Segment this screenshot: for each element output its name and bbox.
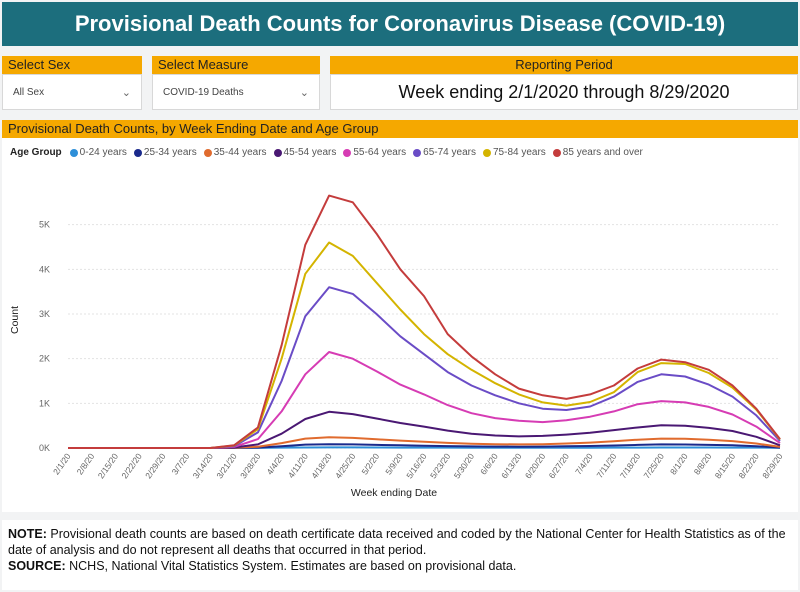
x-tick-label: 2/22/20 [119, 451, 144, 480]
chart-panel: Provisional Death Counts, by Week Ending… [2, 120, 798, 512]
select-sex-dropdown[interactable]: All Sex ⌄ [2, 74, 142, 110]
series-line-4 [68, 351, 781, 449]
x-tick-label: 4/11/20 [286, 451, 310, 480]
x-tick-label: 8/29/20 [760, 451, 785, 480]
y-tick-label: 5K [39, 220, 50, 230]
x-tick-label: 6/13/20 [499, 451, 524, 480]
x-tick-label: 7/4/20 [573, 451, 595, 476]
legend-dot [203, 148, 212, 157]
legend-dot [552, 148, 561, 157]
legend-label: 85 years and over [562, 147, 643, 158]
x-tick-label: 3/28/20 [238, 451, 263, 480]
select-sex-value: All Sex [13, 86, 45, 98]
select-measure-dropdown[interactable]: COVID-19 Deaths ⌄ [152, 74, 320, 110]
legend-item-6[interactable]: 75-84 years [482, 147, 546, 158]
legend-item-5[interactable]: 65-74 years [413, 147, 476, 158]
legend-dot [482, 148, 491, 157]
legend-label: 55-64 years [353, 147, 407, 158]
x-tick-label: 3/21/20 [214, 451, 239, 480]
x-tick-label: 6/6/20 [478, 451, 500, 476]
x-tick-label: 6/20/20 [523, 451, 548, 480]
y-tick-label: 0K [39, 443, 50, 453]
x-tick-label: 4/25/20 [333, 451, 358, 480]
select-sex-label: Select Sex [2, 56, 142, 74]
x-tick-label: 3/14/20 [191, 451, 216, 480]
legend-title: Age Group [10, 147, 62, 158]
dashboard-title: Provisional Death Counts for Coronavirus… [2, 2, 798, 46]
legend-dot [133, 148, 142, 157]
legend-dot [69, 148, 78, 157]
x-tick-label: 8/22/20 [736, 451, 761, 480]
x-tick-label: 2/29/20 [143, 451, 168, 480]
x-tick-label: 7/25/20 [642, 451, 667, 480]
legend-item-3[interactable]: 45-54 years [273, 147, 337, 158]
series-line-7 [68, 194, 781, 449]
source-text: NCHS, National Vital Statistics System. … [65, 559, 517, 573]
chevron-down-icon: ⌄ [299, 86, 309, 99]
series-line-5 [68, 286, 781, 449]
x-tick-label: 4/4/20 [264, 451, 286, 476]
note-paragraph: NOTE: Provisional death counts are based… [8, 526, 792, 558]
note-label: NOTE: [8, 527, 47, 541]
note-text: Provisional death counts are based on de… [8, 527, 786, 557]
legend-label: 65-74 years [423, 147, 476, 158]
y-tick-label: 2K [39, 354, 50, 364]
x-tick-label: 7/18/20 [618, 451, 643, 480]
x-tick-label: 8/1/20 [668, 451, 690, 476]
y-tick-label: 4K [39, 264, 50, 274]
legend-dot [273, 148, 282, 157]
reporting-period-value: Week ending 2/1/2020 through 8/29/2020 [330, 74, 798, 110]
x-tick-label: 5/16/20 [404, 451, 429, 480]
reporting-period-label: Reporting Period [330, 56, 798, 74]
series-line-6 [68, 241, 781, 449]
source-paragraph: SOURCE: NCHS, National Vital Statistics … [8, 558, 792, 574]
legend-label: 25-34 years [143, 147, 197, 158]
footer-note: NOTE: Provisional death counts are based… [2, 520, 798, 590]
y-tick-label: 1K [39, 398, 50, 408]
x-tick-label: 8/15/20 [713, 451, 738, 480]
legend-dot [343, 148, 352, 157]
legend-item-0[interactable]: 0-24 years [69, 147, 127, 158]
chart-legend: Age Group 0-24 years 25-34 years 35-44 yea… [10, 147, 650, 158]
legend-label: 75-84 years [492, 147, 546, 158]
legend-item-4[interactable]: 55-64 years [343, 147, 406, 158]
x-tick-label: 5/23/20 [428, 451, 453, 480]
select-measure-label: Select Measure [152, 56, 320, 74]
x-tick-label: 6/27/20 [547, 451, 572, 480]
legend-label: 35-44 years [213, 147, 267, 158]
chevron-down-icon: ⌄ [121, 86, 131, 99]
line-chart: 0K 1K 2K 3K 4K 5K 2/1/20 2/8/20 2/15/20 2/22/20 2/… [9, 194, 785, 499]
x-tick-label: 2/1/20 [51, 451, 73, 476]
x-tick-label: 7/11/20 [594, 451, 618, 480]
legend-label: 45-54 years [283, 147, 337, 158]
x-tick-label: 5/30/20 [452, 451, 477, 480]
x-tick-label: 5/2/20 [359, 451, 381, 476]
chart-title: Provisional Death Counts, by Week Ending… [2, 120, 798, 138]
select-measure-value: COVID-19 Deaths [163, 86, 244, 98]
y-tick-label: 3K [39, 309, 50, 319]
x-tick-label: 5/9/20 [383, 451, 405, 476]
x-tick-label: 4/18/20 [309, 451, 334, 480]
source-label: SOURCE: [8, 559, 66, 573]
y-axis-title: Count [9, 306, 21, 334]
legend-item-1[interactable]: 25-34 years [133, 147, 197, 158]
legend-item-7[interactable]: 85 years and over [552, 147, 643, 158]
x-tick-label: 8/8/20 [692, 451, 714, 476]
x-axis-title: Week ending Date [351, 487, 437, 499]
legend-dot [413, 148, 422, 157]
x-tick-label: 3/7/20 [170, 451, 192, 476]
x-tick-label: 2/8/20 [75, 451, 97, 476]
legend-item-2[interactable]: 35-44 years [203, 147, 267, 158]
legend-label: 0-24 years [79, 147, 127, 158]
x-tick-label: 2/15/20 [96, 451, 121, 480]
